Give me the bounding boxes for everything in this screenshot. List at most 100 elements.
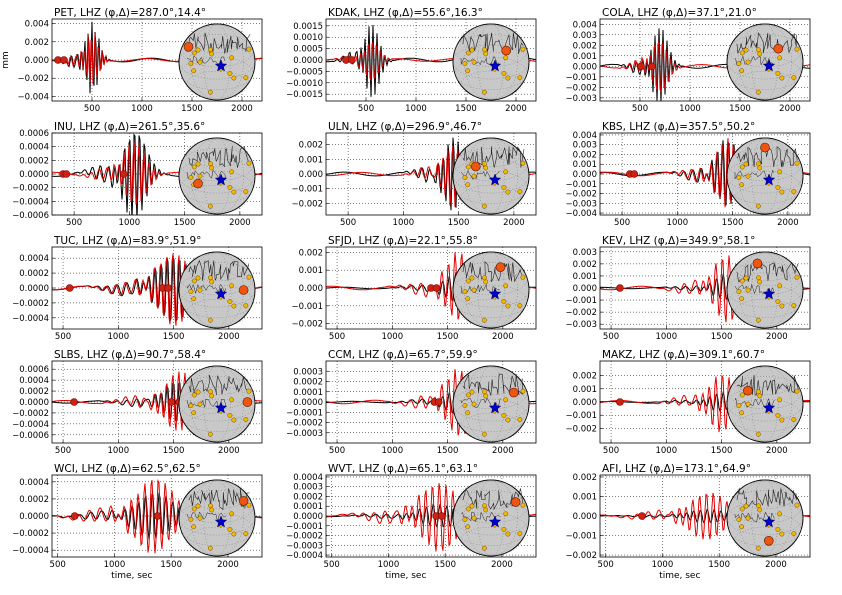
pick-marker	[60, 56, 68, 64]
x-tick-label: 1500	[722, 218, 744, 228]
station-dot	[520, 160, 526, 166]
globe-meridian	[738, 137, 792, 215]
station-dot	[471, 401, 477, 407]
globe-meridian	[477, 137, 505, 215]
y-tick-label: 0.000	[573, 512, 597, 522]
y-tick-label: 0.000	[573, 398, 597, 408]
station-dot	[209, 165, 215, 171]
globe-inset	[452, 479, 530, 557]
globe-graticule	[452, 272, 530, 308]
station-dot	[736, 175, 742, 180]
globe-coastline	[734, 511, 775, 523]
station-dot	[188, 403, 194, 408]
station-dot	[209, 279, 215, 285]
pick-marker	[432, 284, 441, 292]
globe-meridian	[190, 23, 244, 101]
station-highlight	[752, 258, 763, 269]
globe-graticule	[454, 376, 528, 410]
x-tick-label: 2000	[777, 218, 799, 228]
panel-3: INU, LHZ (φ,Δ)=261.5°,35.6° 500 1000 1500 20…	[12, 121, 263, 228]
station-dot	[755, 545, 761, 551]
y-tick-label: 0.0002	[293, 378, 323, 388]
globe-meridian	[751, 137, 779, 215]
globe-meridian	[738, 251, 792, 329]
x-tick-label: 500	[66, 218, 82, 228]
station-dot	[779, 75, 785, 81]
x-tick-label: 500	[55, 332, 71, 342]
station-dot	[757, 393, 763, 399]
y-tick-label: −0.0001	[286, 408, 323, 418]
y-tick-label: 0.001	[573, 160, 597, 170]
globe-graticule	[186, 184, 248, 213]
station-dot	[501, 185, 507, 190]
x-tick-label: 2000	[491, 560, 513, 570]
globe-graticule	[460, 70, 522, 99]
globe-graticule	[460, 367, 522, 396]
station-dot	[777, 169, 783, 175]
globe-coastline	[462, 146, 525, 168]
globe-coastline	[736, 146, 798, 168]
station-dot	[191, 296, 197, 302]
station-dot	[743, 47, 749, 53]
station-highlight	[763, 535, 774, 546]
globe-graticule	[180, 262, 254, 296]
x-tick-label: 1500	[163, 446, 185, 456]
y-tick-label: −0.0004	[12, 420, 49, 430]
station-dot	[207, 545, 213, 551]
x-tick-label: 1500	[160, 560, 182, 570]
panel-2: COLA, LHZ (φ,Δ)=37.1°,21.0° 500 1000 1500 20…	[566, 7, 811, 114]
x-tick-label: 1500	[434, 560, 456, 570]
globe-meridian	[477, 479, 505, 557]
station-dot	[465, 506, 471, 512]
station-dot	[207, 317, 213, 323]
panel-1: KDAK, LHZ (φ,Δ)=55.6°,16.3° 500 1000 1500 20…	[286, 7, 537, 114]
station-dot	[471, 173, 477, 179]
y-axis-label: mm	[1, 51, 11, 69]
panel-7: SFJD, LHZ (φ,Δ)=22.1°,55.8° 500 1000 1500 20…	[292, 235, 537, 342]
y-tick-label: 0.0003	[293, 483, 323, 493]
globe-graticule	[734, 184, 796, 213]
x-tick-label: 2000	[218, 332, 240, 342]
x-tick-label: 1500	[729, 104, 751, 114]
pick-marker	[648, 62, 656, 71]
y-tick-label: 0.002	[299, 248, 323, 258]
station-dot	[520, 274, 526, 280]
station-dot	[520, 46, 526, 52]
y-tick-label: 0.0006	[19, 365, 49, 375]
station-highlight	[773, 43, 784, 54]
globe-graticule	[728, 170, 802, 204]
globe-graticule	[460, 25, 522, 54]
station-dot	[188, 517, 194, 522]
y-tick-label: 0.003	[573, 31, 597, 41]
station-dot	[501, 299, 507, 304]
y-tick-label: −0.0006	[12, 431, 49, 441]
panel-4: ULN, LHZ (φ,Δ)=296.9°,46.7° 500 1000 1500 20…	[292, 121, 537, 228]
station-dot	[462, 517, 468, 522]
station-highlight	[495, 262, 506, 273]
globe-graticule	[180, 34, 254, 68]
y-tick-label: −0.0002	[12, 529, 49, 539]
station-dot	[469, 503, 475, 509]
y-tick-label: −0.001	[566, 532, 597, 542]
x-tick-label: 2000	[218, 446, 240, 456]
x-tick-label: 1500	[437, 332, 459, 342]
x-tick-label: 1000	[381, 446, 403, 456]
station-dot	[505, 531, 511, 537]
panel-title: WVT, LHZ (φ,Δ)=65.1°,63.1°	[328, 463, 478, 475]
globe-graticule	[180, 170, 254, 204]
globe-coastline	[460, 511, 501, 523]
globe-inset	[178, 251, 256, 329]
station-dot	[503, 169, 509, 175]
station-highlight	[238, 496, 249, 506]
y-tick-label: −0.004	[18, 92, 49, 102]
station-dot	[757, 51, 763, 57]
globe-coastline	[462, 373, 523, 396]
x-axis-label: time, sec	[111, 571, 152, 581]
globe-meridian	[464, 137, 518, 215]
station-dot	[246, 502, 252, 508]
station-highlight	[183, 41, 194, 52]
station-dot	[209, 51, 215, 57]
y-tick-label: −0.0006	[12, 211, 49, 221]
globe-graticule	[180, 512, 254, 546]
station-dot	[745, 401, 751, 407]
